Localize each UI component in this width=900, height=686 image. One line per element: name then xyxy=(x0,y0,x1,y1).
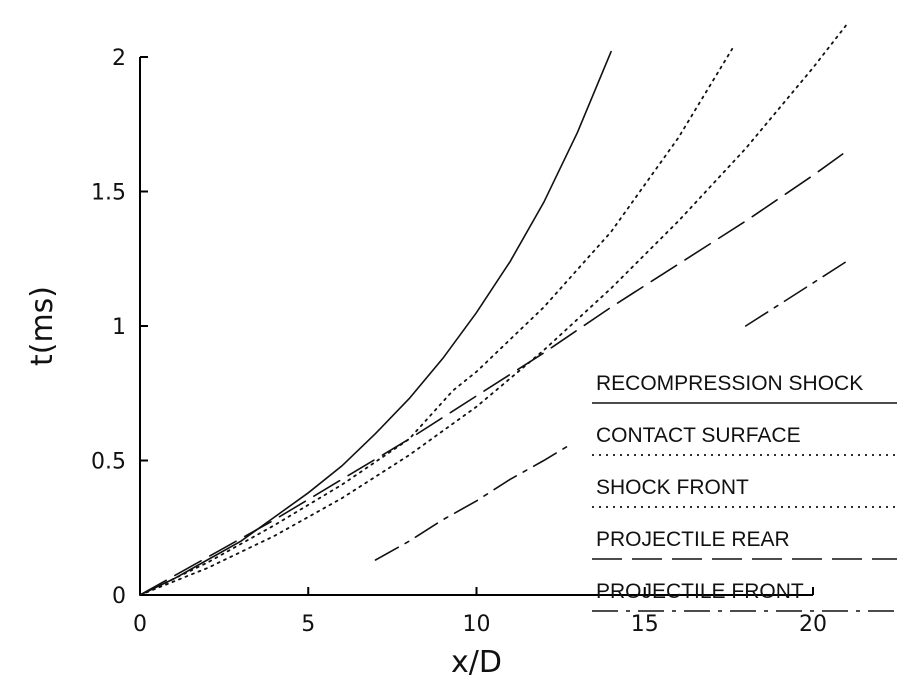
series-line-4-segment-2 xyxy=(744,260,848,327)
y-tick-label: 0 xyxy=(112,584,126,609)
legend-label-2: SHOCK FRONT xyxy=(596,476,749,499)
legend-label-0: RECOMPRESSION SHOCK xyxy=(596,372,863,395)
x-tick-label: 20 xyxy=(799,612,827,637)
x-tick-label: 15 xyxy=(631,612,659,637)
x-tick-label: 10 xyxy=(463,612,491,637)
y-tick-label: 0.5 xyxy=(91,450,126,475)
y-tick-label: 2 xyxy=(112,46,126,71)
x-axis-label: x/D xyxy=(451,645,502,680)
series-line-3 xyxy=(139,150,848,596)
series-line-2 xyxy=(139,23,848,596)
ticks: 0 5 10 15 20 0 0.5 1 1.5 2 xyxy=(91,46,827,637)
legend-label-4: PROJECTILE FRONT xyxy=(596,580,804,603)
legend-label-3: PROJECTILE REAR xyxy=(596,528,790,551)
y-tick-label: 1 xyxy=(112,315,126,340)
y-axis-label: t(ms) xyxy=(25,286,60,366)
series-line-1 xyxy=(139,48,734,596)
series-lines xyxy=(139,23,848,596)
x-tick-label: 5 xyxy=(301,612,315,637)
legend: RECOMPRESSION SHOCK CONTACT SURFACE SHOCK … xyxy=(592,372,897,612)
series-line-4 xyxy=(374,443,572,561)
y-tick-label: 1.5 xyxy=(91,181,126,206)
x-tick-label: 0 xyxy=(133,612,147,637)
series-line-0 xyxy=(139,50,612,596)
axes xyxy=(139,57,813,596)
legend-label-1: CONTACT SURFACE xyxy=(596,424,801,447)
